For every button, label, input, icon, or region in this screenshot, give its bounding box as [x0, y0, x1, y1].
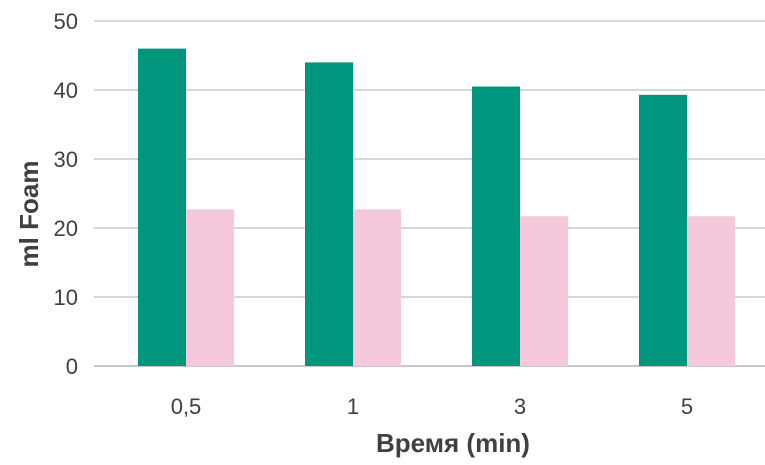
x-tick-label: 3 — [514, 394, 526, 419]
x-axis-ticks: 0,5 1 3 5 — [171, 394, 693, 419]
bar-series2-0 — [186, 209, 234, 366]
bar-series1-2 — [472, 86, 520, 367]
y-tick-label: 0 — [66, 354, 78, 379]
bar-series2-3 — [687, 216, 735, 366]
x-tick-label: 0,5 — [171, 394, 202, 419]
x-axis-title: Время (min) — [376, 428, 530, 458]
y-tick-label: 20 — [54, 216, 78, 241]
y-tick-label: 40 — [54, 78, 78, 103]
y-axis-title: ml Foam — [14, 161, 44, 268]
y-tick-label: 10 — [54, 285, 78, 310]
bar-series1-3 — [639, 94, 687, 366]
y-tick-label: 50 — [54, 9, 78, 34]
x-tick-label: 5 — [681, 394, 693, 419]
bars — [138, 48, 735, 367]
bar-series2-1 — [353, 209, 401, 366]
bar-series1-1 — [305, 62, 353, 367]
y-tick-label: 30 — [54, 147, 78, 172]
y-axis-ticks: 0 10 20 30 40 50 — [54, 9, 78, 379]
bar-series1-0 — [138, 48, 186, 366]
x-tick-label: 1 — [347, 394, 359, 419]
bar-series2-2 — [520, 216, 568, 366]
